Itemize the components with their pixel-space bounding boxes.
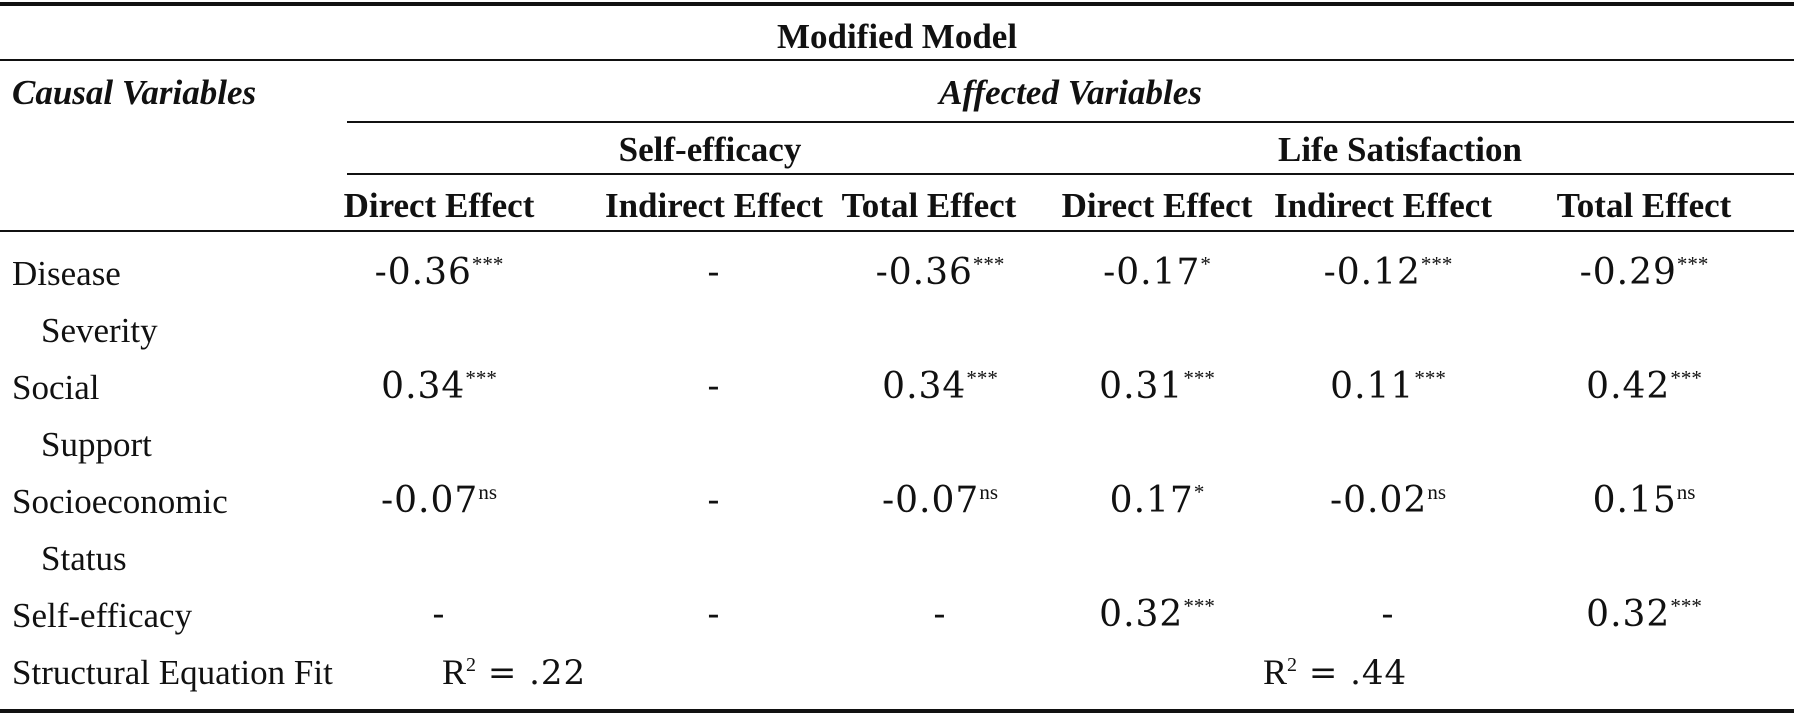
column-header-4: Direct Effect [1061,186,1253,225]
table-cell: 0.15ns [1544,480,1744,521]
table-cell: - [840,597,1040,633]
table-cell: 0.11*** [1288,366,1488,407]
table-cell: -0.02ns [1288,480,1488,521]
cell-value: 0.11 [1330,366,1415,407]
group-header-life-satisfaction: Life Satisfaction [1277,130,1522,169]
column-header-1: Direct Effect [343,186,535,225]
top-rule [0,2,1794,6]
significance-marker: *** [1183,366,1215,390]
cell-value: - [707,480,721,521]
cell-value: -0.17 [1103,252,1201,293]
cell-value: -0.07 [380,480,479,521]
significance-marker: *** [1183,594,1215,618]
cell-value: 0.32 [1586,594,1671,635]
table-cell: -0.17* [1057,252,1257,293]
cell-value: 0.42 [1586,366,1671,407]
cell-value: -0.36 [374,252,472,293]
significance-marker: *** [1670,366,1702,390]
significance-marker: ns [478,480,497,504]
table-cell: 0.34*** [840,366,1040,407]
significance-marker: * [1200,252,1211,276]
significance-marker: *** [972,252,1005,276]
table-cell: -0.36*** [339,252,539,293]
cell-value: - [707,366,721,407]
table-cell: 0.32*** [1544,594,1744,635]
cell-value: -0.29 [1579,252,1677,293]
cell-value: 0.32 [1099,594,1184,635]
header-bottom-rule [0,230,1794,232]
row-label: Disease [12,254,121,293]
cell-value: -0.12 [1323,252,1421,293]
significance-marker: * [1193,480,1205,504]
title-rule [0,59,1794,61]
cell-value: - [707,252,721,293]
table-cell: 0.31*** [1057,366,1257,407]
row-label-continuation: Status [41,539,127,578]
significance-marker: ns [1676,480,1696,504]
table-cell: -0.07ns [840,480,1040,521]
table-cell: 0.42*** [1544,366,1744,407]
table-cell: -0.12*** [1288,252,1488,293]
table-cell: 0.34*** [339,366,539,407]
table-cell: - [614,255,814,291]
cell-value: 0.34 [381,366,466,407]
significance-marker: ns [1427,480,1446,504]
cell-value: 0.31 [1099,366,1184,407]
cell-value: -0.36 [875,252,973,293]
fit-self-efficacy: R2 = .22 [442,652,587,693]
significance-marker: *** [1670,594,1702,618]
table-cell: - [1288,597,1488,633]
cell-value: - [933,594,947,635]
significance-marker: *** [471,252,504,276]
cell-value: - [432,594,446,635]
causal-variables-header: Causal Variables [12,73,257,112]
affected-rule [347,121,1794,123]
row-label: Social [12,368,100,407]
group-rule [347,173,1794,175]
table-cell: -0.36*** [840,252,1040,293]
fit-label: Structural Equation Fit [12,653,333,692]
bottom-rule [0,709,1794,713]
significance-marker: ns [979,480,998,504]
cell-value: 0.34 [882,366,967,407]
cell-value: 0.15 [1592,480,1677,521]
significance-marker: *** [1420,252,1453,276]
table-cell: 0.32*** [1057,594,1257,635]
group-header-self-efficacy: Self-efficacy [618,130,802,169]
cell-value: - [1381,594,1395,635]
significance-marker: *** [1676,252,1709,276]
row-label: Socioeconomic [12,482,228,521]
significance-marker: *** [1414,366,1446,390]
table-title: Modified Model [776,17,1018,56]
affected-variables-header: Affected Variables [939,73,1202,112]
row-label: Self-efficacy [12,596,193,635]
cell-value: - [707,594,721,635]
fit-life-satisfaction: R2 = .44 [1263,652,1408,693]
table-cell: -0.07ns [339,480,539,521]
significance-marker: *** [465,366,497,390]
row-label-continuation: Support [41,425,152,464]
table-cell: - [339,597,539,633]
column-header-6: Total Effect [1556,186,1732,225]
table-cell: -0.29*** [1544,252,1744,293]
cell-value: 0.17 [1109,480,1194,521]
cell-value: -0.07 [881,480,980,521]
table-cell: - [614,483,814,519]
cell-value: -0.02 [1329,480,1428,521]
column-header-3: Total Effect [841,186,1017,225]
table-cell: - [614,597,814,633]
significance-marker: *** [966,366,998,390]
column-header-5: Indirect Effect [1273,186,1493,225]
row-label-continuation: Severity [41,311,158,350]
table-cell: - [614,369,814,405]
table-cell: 0.17* [1057,480,1257,521]
column-header-2: Indirect Effect [604,186,824,225]
